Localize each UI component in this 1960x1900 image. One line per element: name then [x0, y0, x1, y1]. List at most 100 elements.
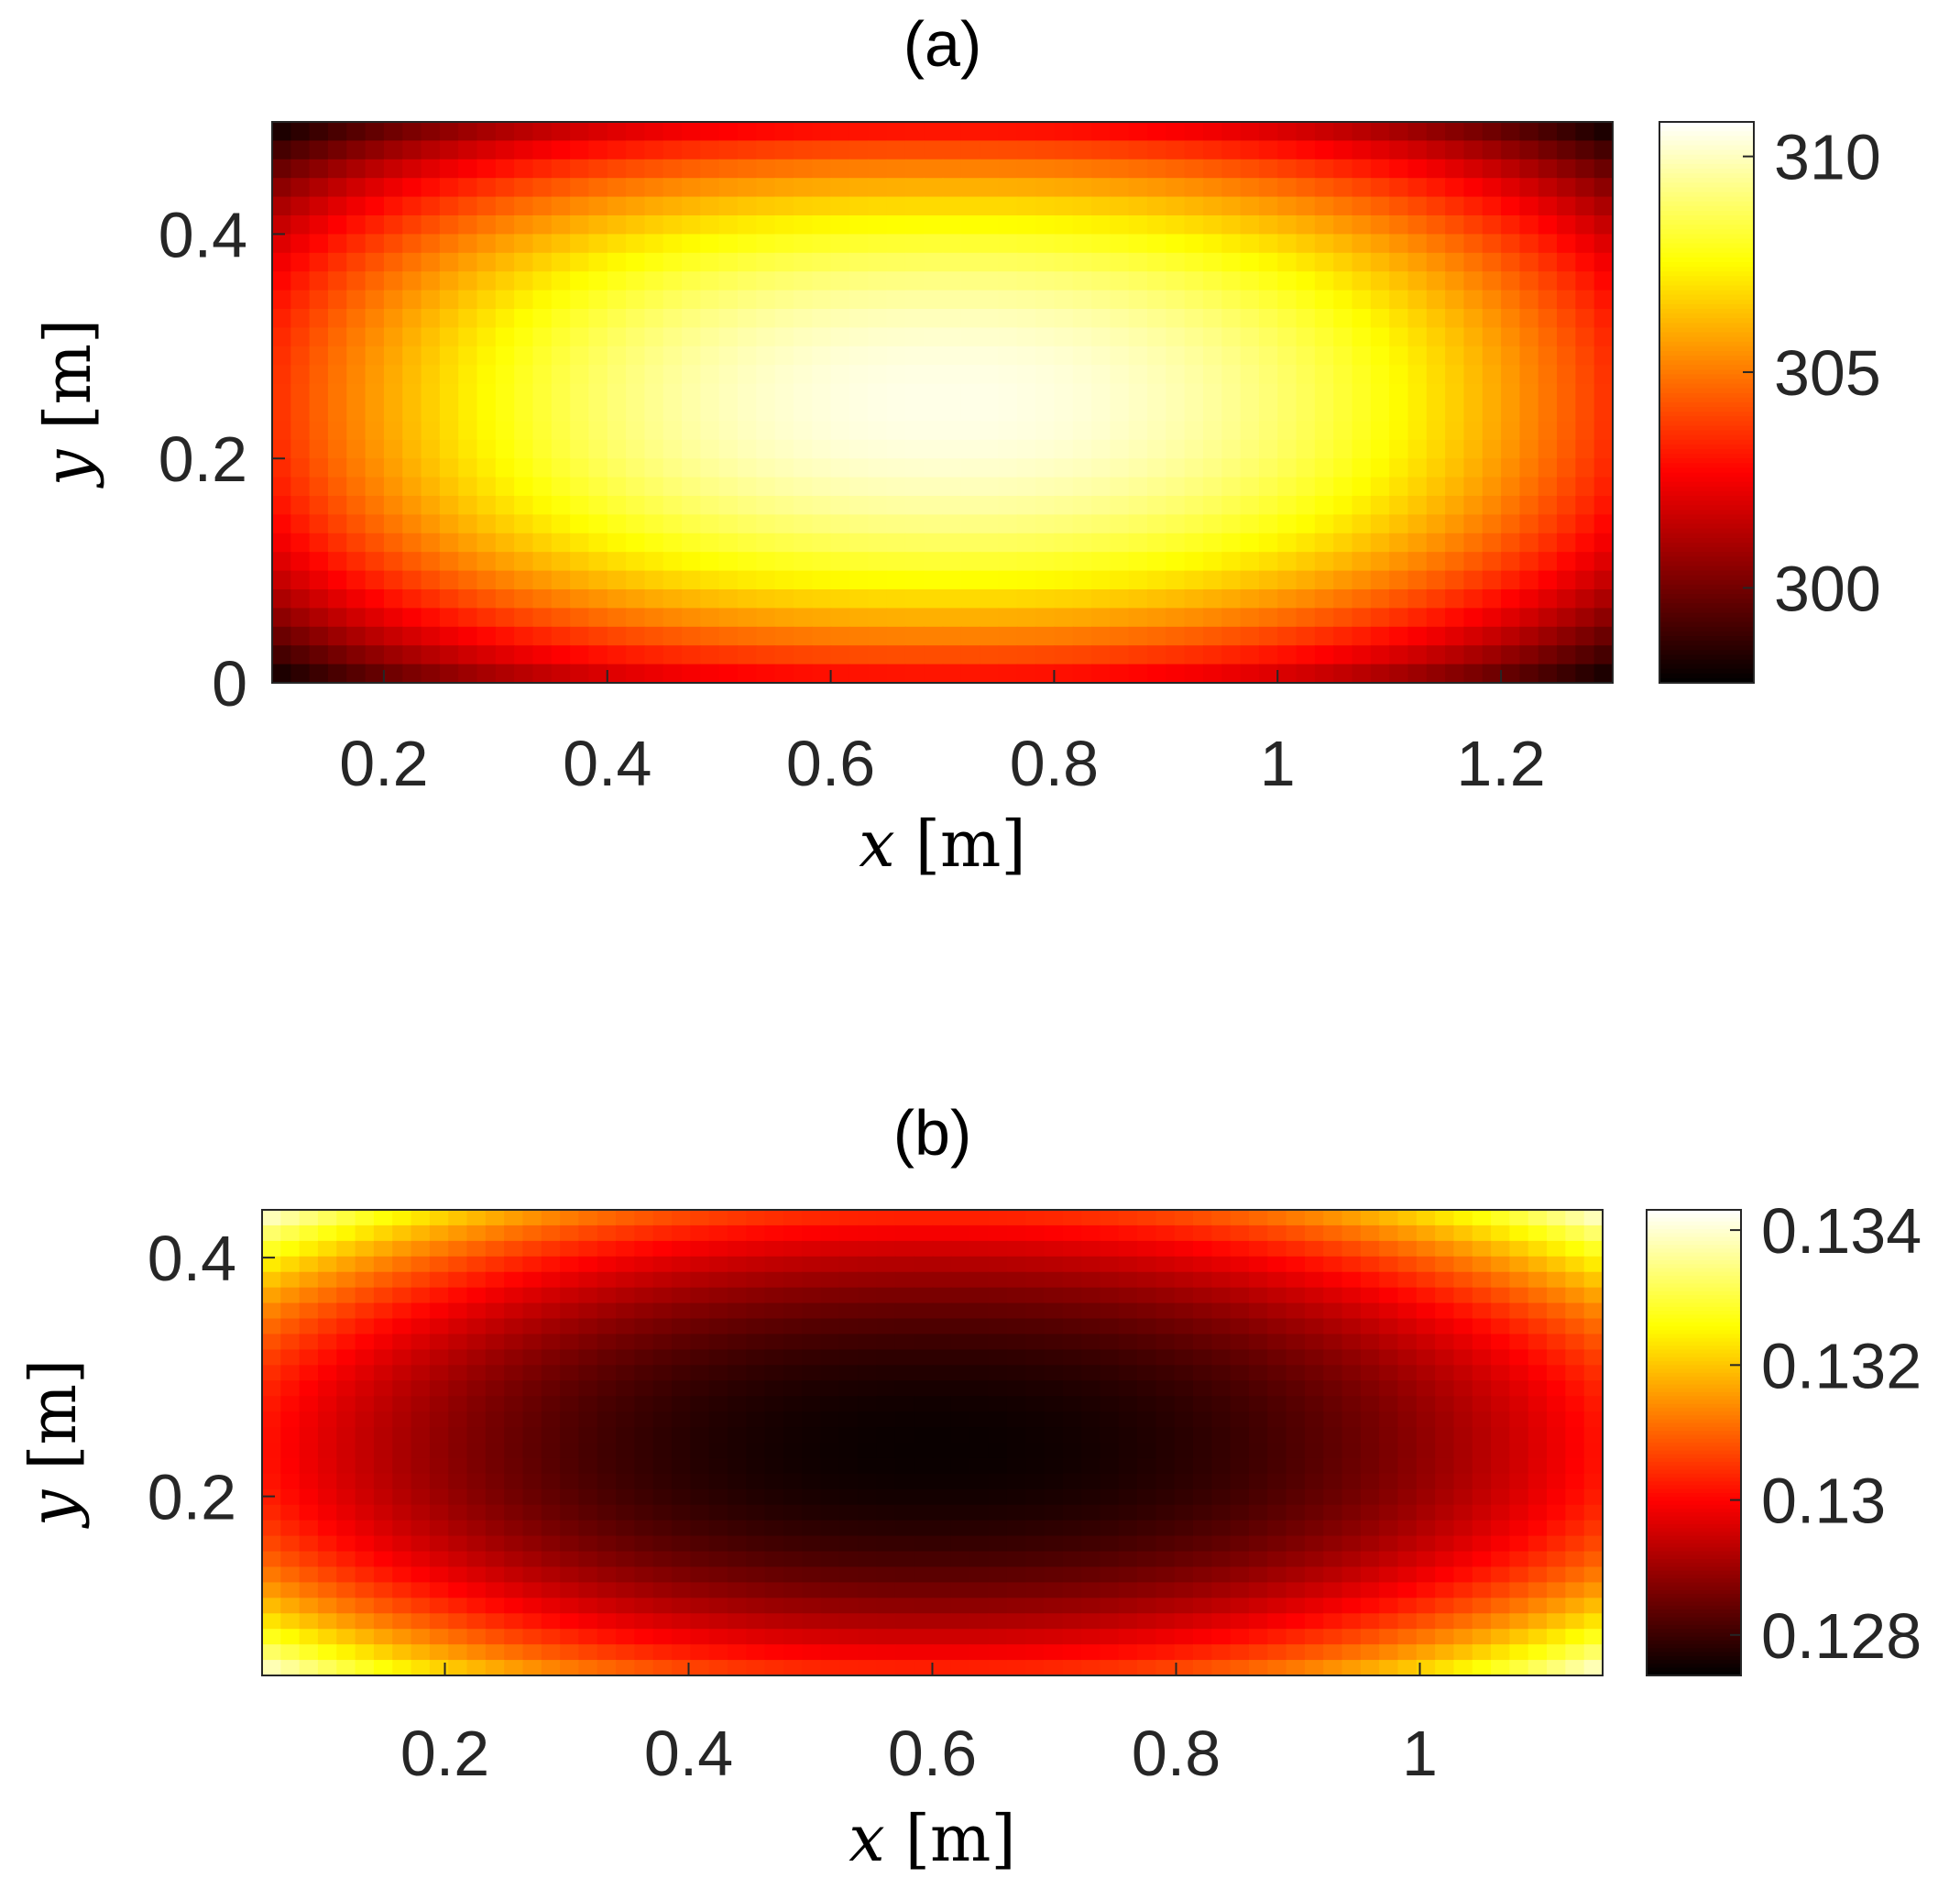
colorbar-segment [1659, 547, 1754, 553]
heatmap-cell [1240, 365, 1260, 385]
heatmap-cell [1593, 552, 1614, 572]
heatmap-cell [746, 1240, 766, 1258]
heatmap-cell [1472, 1443, 1492, 1459]
heatmap-cell [820, 1396, 840, 1412]
heatmap-cell [1248, 1225, 1269, 1242]
heatmap-cell [439, 290, 459, 310]
heatmap-cell [1248, 1443, 1269, 1459]
colorbar-segment [1647, 1664, 1741, 1669]
heatmap-cell [570, 477, 590, 497]
heatmap-cell [560, 1334, 580, 1351]
heatmap-cell [1352, 533, 1372, 553]
heatmap-cell [980, 589, 1000, 610]
heatmap-cell [1006, 1488, 1026, 1506]
heatmap-cell [727, 1365, 748, 1382]
heatmap-cell [458, 140, 478, 160]
heatmap-cell [644, 365, 664, 385]
heatmap-cell [1147, 645, 1167, 665]
heatmap-cell [476, 252, 497, 272]
heatmap-cell [522, 1660, 542, 1676]
heatmap-cell [774, 608, 794, 628]
heatmap-cell [969, 1396, 990, 1412]
heatmap-cell [1230, 1287, 1250, 1304]
heatmap-cell [1538, 122, 1558, 142]
heatmap-cell [327, 140, 348, 160]
colorbar-segment [1647, 1667, 1741, 1673]
heatmap-cell [1072, 271, 1092, 291]
heatmap-cell [1482, 402, 1502, 423]
heatmap-cell [1593, 477, 1614, 497]
heatmap-cell [708, 1629, 728, 1645]
heatmap-cell [1184, 383, 1204, 403]
colorbar-segment [1659, 122, 1754, 127]
heatmap-cell [793, 327, 814, 347]
heatmap-cell [1304, 1443, 1325, 1459]
heatmap-cell [421, 252, 441, 272]
heatmap-cell [718, 159, 739, 179]
heatmap-cell [708, 1411, 728, 1428]
heatmap-cell [458, 421, 478, 441]
heatmap-cell [1006, 1629, 1026, 1645]
heatmap-cell [1016, 570, 1036, 590]
colorbar-segment [1659, 323, 1754, 329]
heatmap-cell [597, 1365, 617, 1382]
heatmap-cell [1397, 1396, 1418, 1412]
heatmap-cell [1202, 645, 1223, 665]
heatmap-cell [1221, 439, 1242, 459]
colorbar-frame [1659, 121, 1755, 684]
heatmap-cell [849, 626, 870, 646]
heatmap-cell [1110, 608, 1130, 628]
heatmap-cell [448, 1210, 468, 1226]
heatmap-cell [448, 1240, 468, 1258]
heatmap-cell [522, 1551, 542, 1568]
heatmap-cell [1538, 533, 1558, 553]
heatmap-cell [272, 626, 292, 646]
heatmap-cell [1463, 196, 1484, 216]
heatmap-cell [838, 1365, 860, 1382]
heatmap-cell [346, 626, 367, 646]
heatmap-cell [1314, 402, 1335, 423]
heatmap-cell [1016, 458, 1036, 478]
heatmap-cell [1527, 1443, 1548, 1459]
heatmap-cell [820, 1256, 840, 1273]
heatmap-cell [764, 1660, 784, 1676]
heatmap-cell [532, 252, 553, 272]
heatmap-cell [838, 1644, 860, 1661]
heatmap-cell [327, 589, 348, 610]
heatmap-cell [1110, 196, 1130, 216]
heatmap-cell [448, 1582, 468, 1599]
heatmap-cell [830, 514, 850, 534]
heatmap-cell [466, 1411, 487, 1428]
heatmap-cell [1230, 1225, 1250, 1242]
heatmap-cell [429, 1411, 449, 1428]
heatmap-cell [644, 327, 664, 347]
colorbar-segment [1659, 229, 1754, 236]
heatmap-cell [914, 1318, 934, 1335]
heatmap-cell [727, 1334, 748, 1351]
heatmap-cell [1100, 1582, 1120, 1599]
heatmap-cell [1277, 626, 1298, 646]
heatmap-cell [1267, 1535, 1287, 1553]
heatmap-cell [1352, 589, 1372, 610]
heatmap-cell [1527, 1302, 1548, 1320]
heatmap-cell [914, 1535, 934, 1553]
heatmap-cell [1314, 552, 1335, 572]
heatmap-cell [1565, 1396, 1585, 1412]
heatmap-cell [1333, 383, 1353, 403]
heatmap-cell [541, 1520, 561, 1537]
heatmap-cell [1240, 140, 1260, 160]
heatmap-cell [858, 1225, 878, 1242]
heatmap-cell [868, 421, 888, 441]
heatmap-cell [1211, 1287, 1232, 1304]
heatmap-cell [1445, 159, 1465, 179]
heatmap-cell [1240, 589, 1260, 610]
heatmap-cell [924, 477, 944, 497]
colorbar-segment [1659, 159, 1754, 165]
heatmap-cell [299, 1473, 319, 1490]
heatmap-cell [280, 1318, 301, 1335]
heatmap-cell [392, 1240, 412, 1258]
heatmap-cell [1379, 1582, 1399, 1599]
colorbar-segment [1659, 178, 1754, 184]
heatmap-cell [1323, 1287, 1343, 1304]
colorbar-segment [1647, 1372, 1741, 1378]
